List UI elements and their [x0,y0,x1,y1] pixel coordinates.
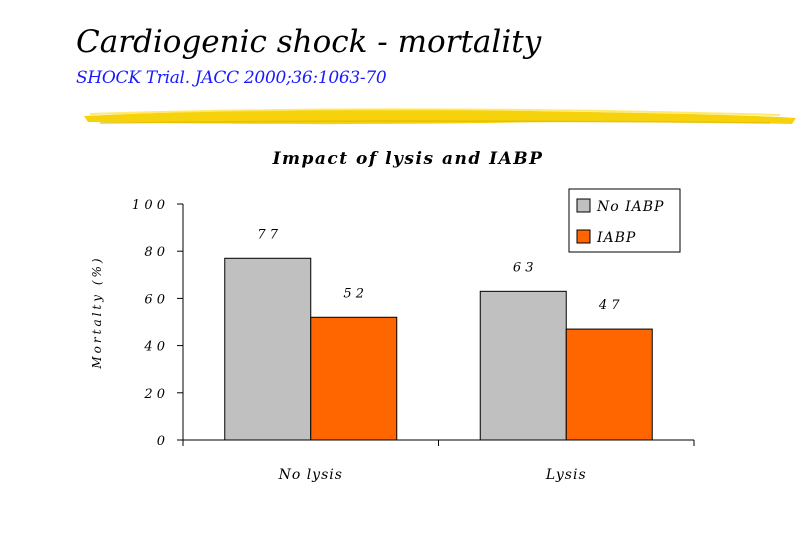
legend-swatch-no-iabp [576,198,591,213]
y-tick-label: 0 [157,434,165,449]
y-tick-label: 1 0 0 [132,198,165,213]
highlighter-stroke [84,108,796,125]
chart-title: Impact of lysis and IABP [272,149,544,169]
bar-no-iabp-1 [479,290,567,441]
slide-title: Cardiogenic shock - mortality [76,24,542,60]
bar-iabp-0 [310,316,398,441]
bar-iabp-1 [565,328,653,441]
x-category-label: Lysis [545,467,587,483]
y-tick-label: 8 0 [144,245,165,260]
y-tick-label: 6 0 [144,292,165,307]
y-tick-label: 4 0 [143,340,165,355]
data-label: 7 7 [257,227,278,242]
data-label: 6 3 [513,260,534,275]
slide-subtitle: SHOCK Trial. JACC 2000;36:1063-70 [76,68,387,88]
legend-swatch-iabp [576,229,591,244]
y-tick-label: 2 0 [143,387,165,402]
data-label: 4 7 [598,298,620,313]
data-label: 5 2 [343,286,364,301]
y-axis-title: Mortalty (%) [90,255,104,369]
legend-label: IABP [596,230,636,246]
legend: No IABP IABP [568,188,681,253]
legend-label: No IABP [596,199,664,215]
x-category-label: No lysis [278,467,343,483]
bar-no-iabp-0 [224,257,312,441]
plot-area: 0 2 0 4 0 6 0 8 0 1 0 0 7 7 5 2 No lysis 6 3 4 7 Ly… [90,198,695,483]
